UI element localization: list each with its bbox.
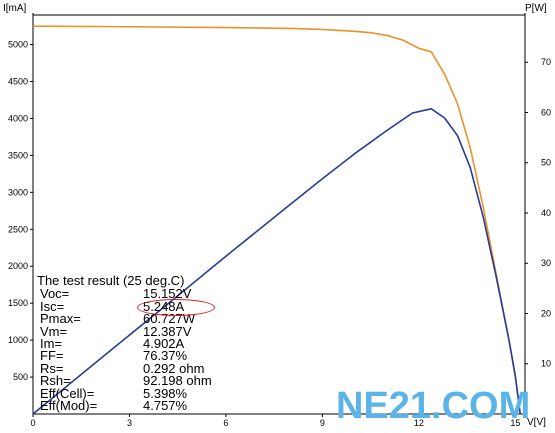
axes	[30, 13, 528, 417]
y-tick-label: 1500	[8, 298, 28, 308]
result-label: Pmax=	[40, 311, 81, 327]
x-tick-label: 6	[223, 418, 228, 428]
result-row: Isc= 5.248A	[37, 298, 287, 317]
result-row: Eff(Mod)= 4.757%	[37, 397, 287, 413]
x-tick-label: 0	[30, 418, 35, 428]
x-tick-label: 15	[510, 418, 520, 428]
result-label: Vm=	[40, 323, 68, 339]
power-curve	[32, 108, 521, 415]
result-row: Im= 4.902A	[37, 335, 287, 351]
y-tick-label: 1000	[8, 335, 28, 345]
result-row: Rsh= 92.198 ohm	[37, 373, 287, 389]
y2-axis-label: P[W]	[525, 3, 547, 14]
y-axis-label: I[mA]	[3, 3, 27, 14]
result-label: Isc=	[40, 298, 65, 314]
result-value: 4.757%	[143, 397, 188, 413]
y-tick-label: 4000	[8, 113, 28, 123]
result-row: Voc= 15.152V	[37, 286, 287, 302]
result-label: Rsh=	[40, 373, 71, 389]
result-row: Vm= 12.387V	[37, 323, 287, 339]
test-result-box: The test result (25 deg.C) Voc= 15.152V Is…	[37, 273, 287, 413]
y-tick-label: 2500	[8, 224, 28, 234]
y2-tick-label: 40	[541, 208, 551, 218]
result-label: Im=	[40, 335, 63, 351]
y-tick-label: 4500	[8, 77, 28, 87]
y2-tick-label: 10	[541, 359, 551, 369]
y-tick-label: 3000	[8, 187, 28, 197]
y-tick-label: 500	[13, 372, 28, 382]
y-tick-label: 5000	[8, 40, 28, 50]
result-value: 15.152V	[143, 286, 192, 302]
y2-tick-label: 20	[541, 308, 551, 318]
y-tick-label: 3500	[8, 150, 28, 160]
result-label: FF=	[40, 348, 64, 364]
result-value: 5.248A	[136, 298, 216, 317]
x-tick-label: 3	[127, 418, 132, 428]
x-tick-label: 12	[414, 418, 424, 428]
result-value: 0.292 ohm	[143, 360, 205, 376]
result-value: 12.387V	[143, 323, 192, 339]
y2-tick-label: 60	[541, 107, 551, 117]
y2-tick-label: 30	[541, 258, 551, 268]
watermark-logo: NE21.COM	[336, 385, 531, 427]
test-result-title: The test result (25 deg.C)	[37, 273, 185, 288]
test-result-rows: Voc= 15.152V Isc= 5.248A Pmax= 60.727W Vm= 12.3…	[37, 286, 287, 413]
x-tick-label: 9	[320, 418, 325, 428]
result-value: 92.198 ohm	[143, 373, 212, 389]
y-tick-label: 2000	[8, 261, 28, 271]
result-row: FF= 76.37%	[37, 348, 287, 364]
result-label: Eff(Cell)=	[40, 385, 95, 401]
result-label: Voc=	[40, 286, 70, 302]
current-curve	[32, 25, 521, 415]
result-value: 4.902A	[143, 335, 185, 351]
result-value: 76.37%	[143, 348, 188, 364]
result-row: Eff(Cell)= 5.398%	[37, 385, 287, 401]
result-value: 5.398%	[143, 385, 188, 401]
y2-tick-label: 50	[541, 158, 551, 168]
result-row: Rs= 0.292 ohm	[37, 360, 287, 376]
tick-labels: 0 3 6 9 12 15 500 1000 1500 2000 2500 3000 3500 4000 4…	[8, 40, 551, 428]
y2-tick-label: 70	[541, 57, 551, 67]
result-label: Eff(Mod)=	[40, 397, 98, 413]
x-axis-label: V[V]	[527, 417, 546, 428]
result-label: Rs=	[40, 360, 64, 376]
curves	[32, 25, 521, 415]
